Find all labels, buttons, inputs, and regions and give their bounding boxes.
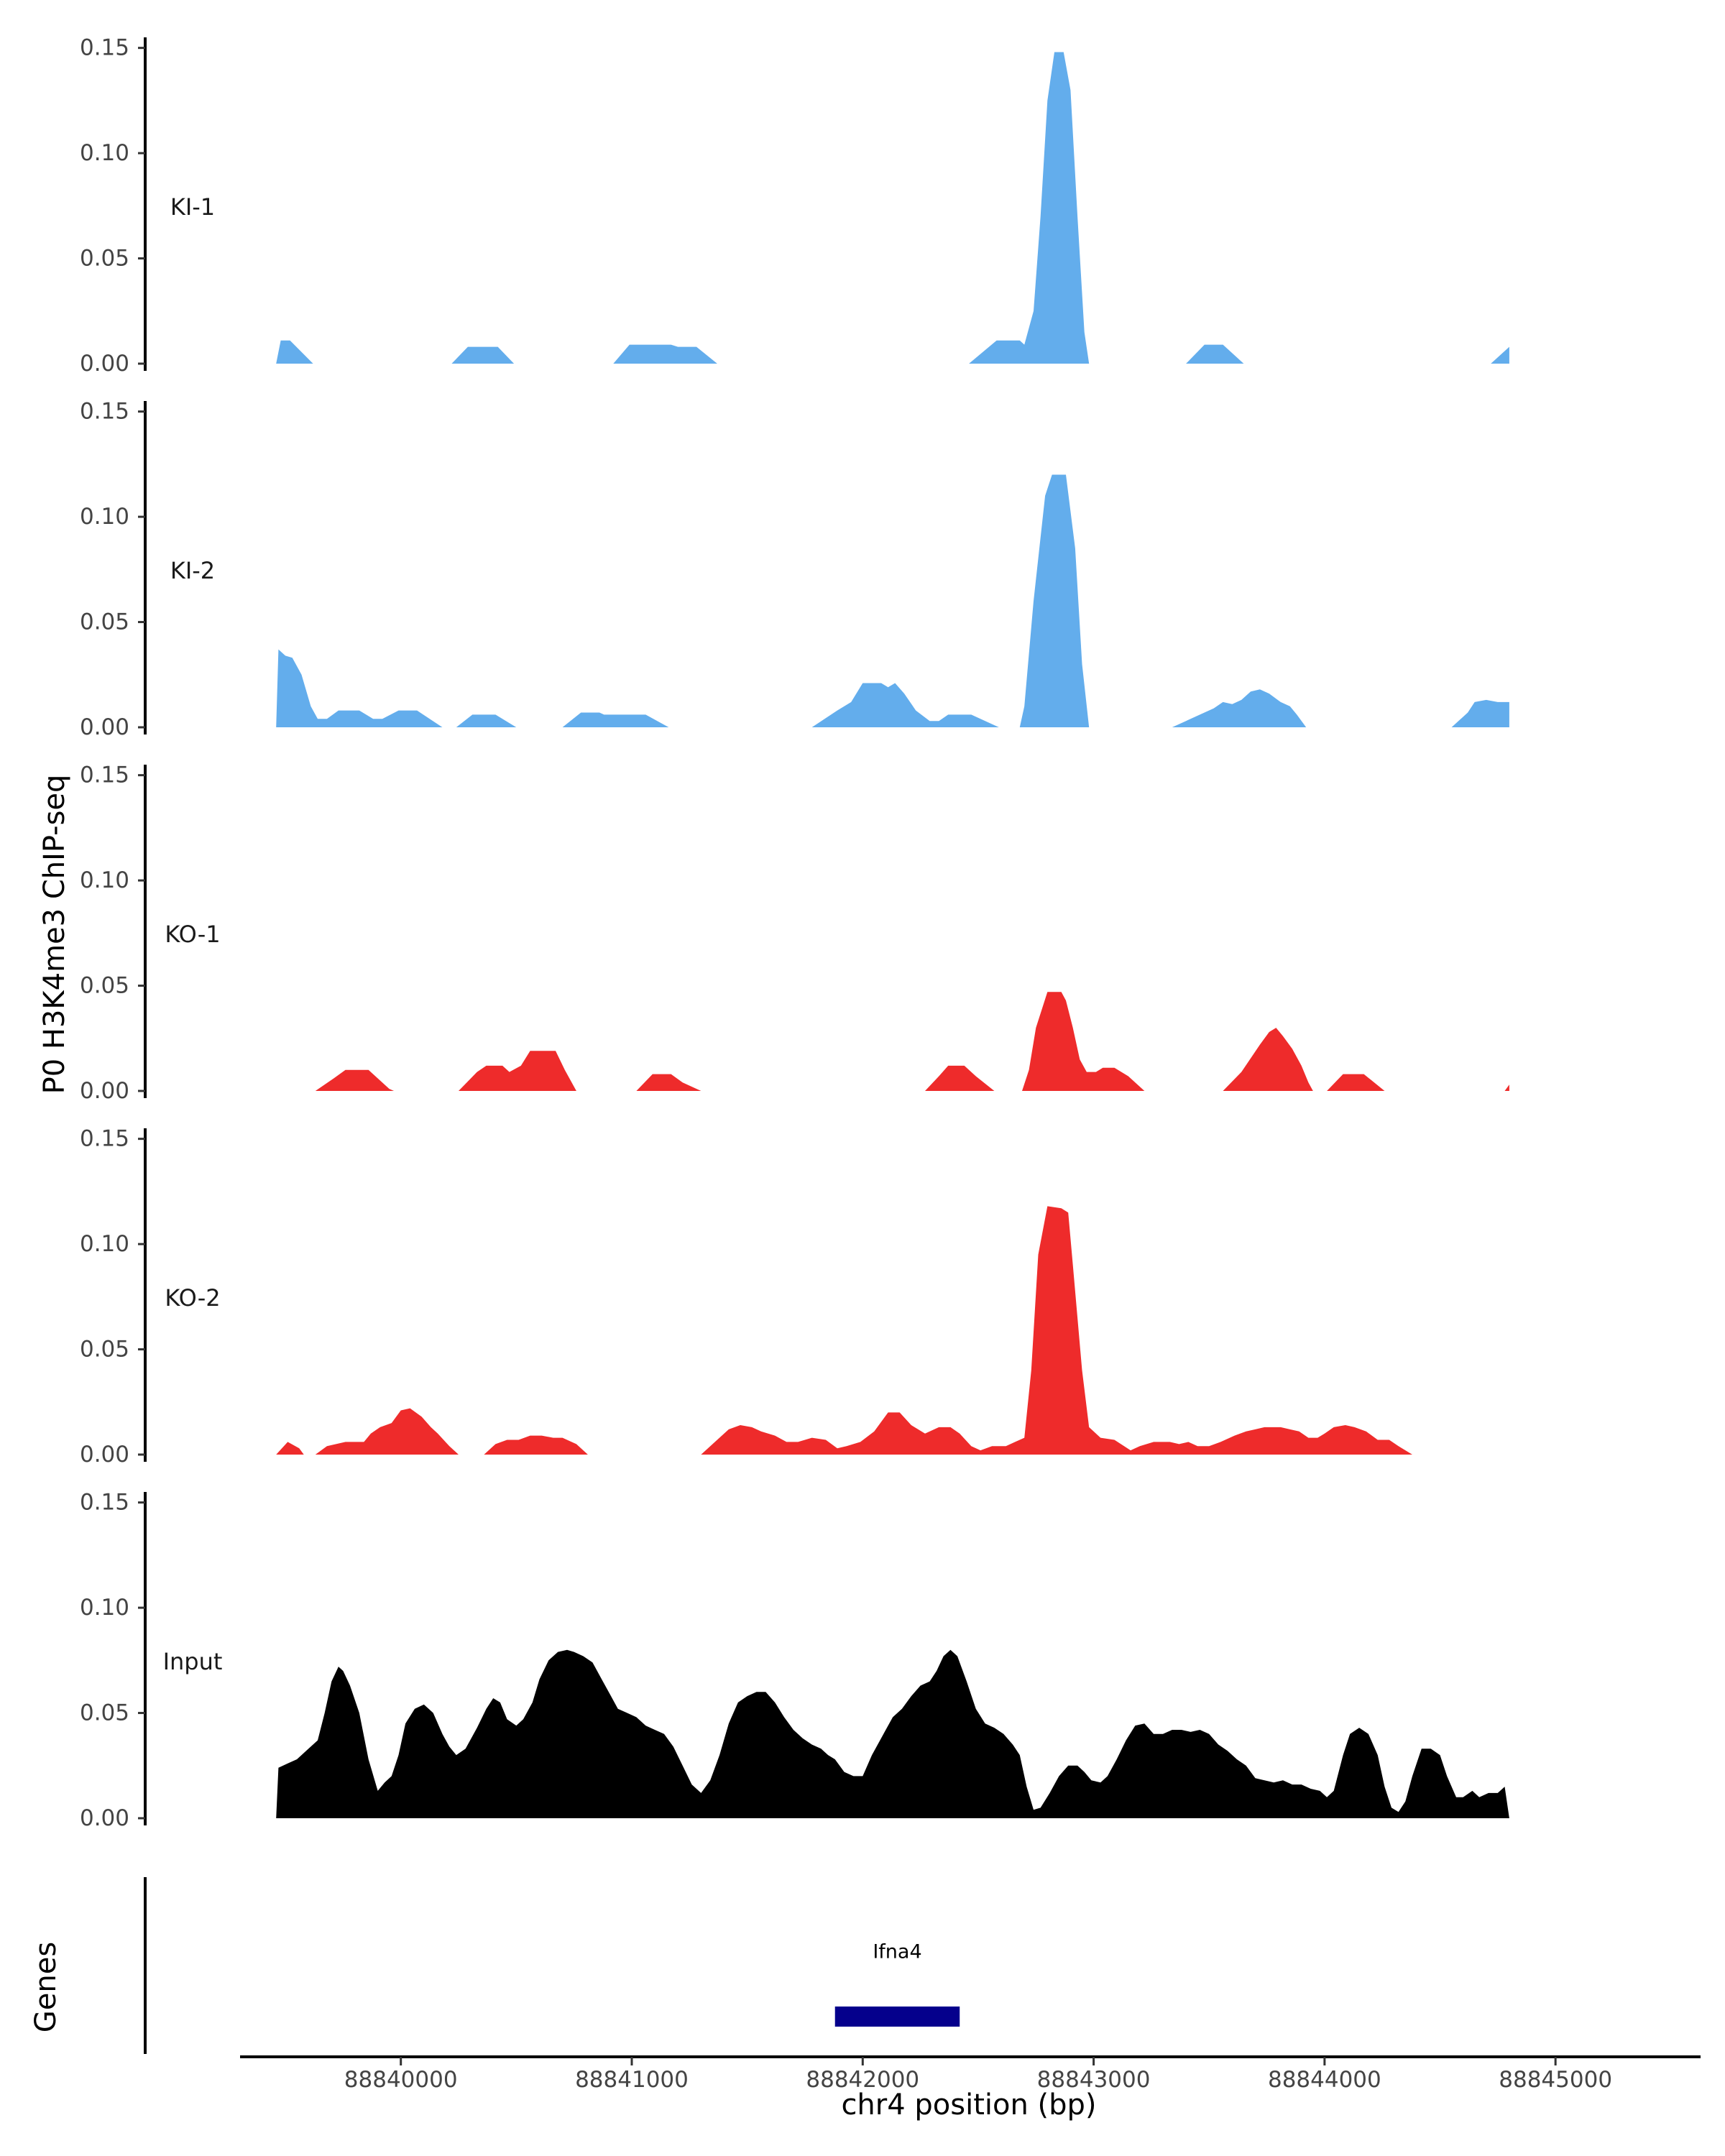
coverage-area <box>315 1069 395 1091</box>
genes-axis-title: Genes <box>29 1942 63 2032</box>
coverage-area <box>484 1435 588 1455</box>
coverage-area <box>451 346 515 364</box>
coverage-area <box>925 1065 995 1091</box>
coverage-area <box>1172 689 1307 727</box>
coverage-area <box>459 1051 576 1091</box>
panel-label: KI-1 <box>170 193 215 221</box>
coverage-area <box>315 1408 459 1455</box>
coverage-area <box>969 52 1090 364</box>
y-tick-label: 0.00 <box>80 1442 129 1468</box>
y-tick-label: 0.10 <box>80 504 129 530</box>
x-tick-label: 88844000 <box>1268 2067 1381 2093</box>
coverage-area <box>1504 1084 1509 1091</box>
y-tick-label: 0.10 <box>80 867 129 893</box>
coverage-area <box>276 1649 1509 1818</box>
y-tick-label: 0.10 <box>80 1595 129 1621</box>
y-tick-label: 0.00 <box>80 714 129 740</box>
panel-ki-2: 0.00 0.05 0.10 0.15 KI-2 <box>80 399 1509 740</box>
y-tick-label: 0.00 <box>80 351 129 377</box>
x-axis: 88840000 88841000 88842000 88843000 88844000… <box>240 2055 1701 2093</box>
coverage-area <box>1223 1028 1313 1091</box>
genes-track: Ifna4 <box>144 1877 960 2054</box>
y-tick-label: 0.10 <box>80 140 129 166</box>
coverage-area <box>456 714 517 727</box>
coverage-area <box>1451 699 1509 727</box>
gene-label: Ifna4 <box>873 1941 921 1963</box>
gene-body <box>834 2007 960 2027</box>
panel-label: KO-2 <box>165 1284 220 1312</box>
coverage-area <box>562 712 669 727</box>
y-tick-label: 0.10 <box>80 1231 129 1257</box>
y-tick-label: 0.15 <box>80 1490 129 1516</box>
coverage-area <box>276 340 313 364</box>
coverage-area <box>276 1442 304 1455</box>
coverage-panels: 0.00 0.05 0.10 0.15 KI-1 0.00 0.05 0.10 0.15 KI-2… <box>80 35 1509 1831</box>
x-tick-label: 88840000 <box>344 2067 458 2093</box>
x-tick-label: 88845000 <box>1499 2067 1612 2093</box>
x-tick-label: 88841000 <box>575 2067 689 2093</box>
y-tick-label: 0.05 <box>80 1700 129 1726</box>
coverage-area <box>701 1206 1412 1455</box>
x-tick-label: 88843000 <box>1037 2067 1151 2093</box>
y-tick-label: 0.15 <box>80 399 129 425</box>
y-tick-label: 0.00 <box>80 1805 129 1831</box>
coverage-area <box>276 649 443 727</box>
coverage-area <box>1186 344 1244 364</box>
x-axis-title: chr4 position (bp) <box>841 2088 1096 2122</box>
panel-label: KO-1 <box>165 921 220 948</box>
coverage-area <box>1022 992 1145 1091</box>
y-tick-label: 0.00 <box>80 1078 129 1104</box>
y-tick-label: 0.15 <box>80 35 129 61</box>
panel-label: Input <box>163 1648 223 1675</box>
coverage-area <box>636 1074 702 1091</box>
y-tick-label: 0.05 <box>80 246 129 272</box>
y-axis-title: P0 H3K4me3 ChIP-seq <box>38 775 71 1095</box>
strand-arrow <box>837 2008 847 2025</box>
y-tick-label: 0.05 <box>80 609 129 635</box>
panel-label: KI-2 <box>170 557 215 584</box>
panel-ki-1: 0.00 0.05 0.10 0.15 KI-1 <box>80 35 1509 377</box>
y-tick-label: 0.05 <box>80 973 129 999</box>
y-tick-label: 0.15 <box>80 763 129 788</box>
coverage-area <box>613 344 717 364</box>
coverage-area <box>1491 346 1509 364</box>
panel-ko-2: 0.00 0.05 0.10 0.15 KO-2 <box>80 1126 1412 1468</box>
coverage-area <box>1327 1074 1385 1091</box>
x-tick-label: 88842000 <box>806 2067 919 2093</box>
y-tick-label: 0.05 <box>80 1337 129 1363</box>
y-tick-label: 0.15 <box>80 1126 129 1152</box>
panel-input: 0.00 0.05 0.10 0.15 Input <box>80 1490 1509 1831</box>
coverage-area <box>1019 474 1090 727</box>
panel-ko-1: 0.00 0.05 0.10 0.15 KO-1 <box>80 763 1509 1104</box>
coverage-area <box>811 683 999 727</box>
